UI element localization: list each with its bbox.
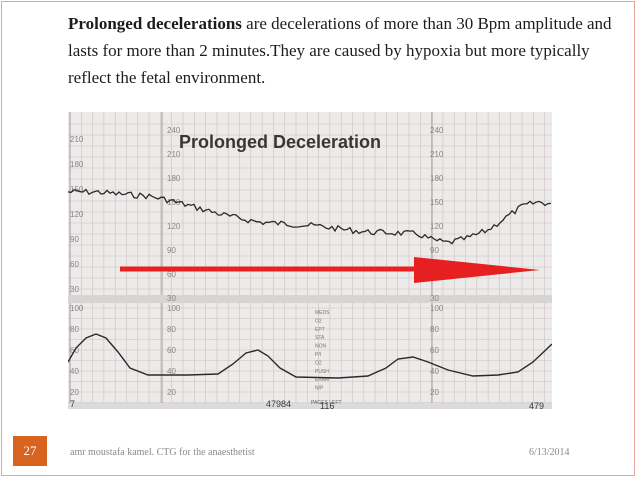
fhr-tick-label: 210 [167,150,181,159]
uc-tick-label: 80 [70,325,79,334]
uc-tick-label: 20 [70,388,79,397]
footer-author: amr moustafa kamel. CTG for the anaesthe… [70,447,255,458]
uc-tick-label: 80 [167,325,176,334]
legend-column: MEDS O2 EPT STA NON P/I O2 PUSH EXAM N/P [315,310,330,392]
highlight-term: Prolonged decelerations [68,14,242,33]
legend-row-label: NON [315,344,327,350]
uc-tick-label: 60 [430,346,439,355]
legend-row-label: N/P [315,386,324,392]
fhr-tick-label: 60 [70,260,79,269]
fhr-tick-label: 120 [70,210,84,219]
uc-tick-label: 20 [167,388,176,397]
uc-tick-label: 80 [430,325,439,334]
chart-grid [68,112,552,403]
fhr-tick-label: 30 [167,294,176,303]
uc-tick-label: 40 [167,367,176,376]
page-number-badge: 27 [13,436,47,466]
uc-tick-label: 100 [70,304,84,313]
fhr-tick-label: 210 [430,150,444,159]
fhr-tick-label: 180 [430,174,444,183]
ctg-strip-photo: Prolonged Deceleration 210 180 150 120 90 60 3… [68,112,552,409]
uc-tick-label: 60 [167,346,176,355]
fhr-tick-label: 90 [430,246,439,255]
uc-tick-label: 40 [430,367,439,376]
fhr-tick-label: 240 [430,126,444,135]
fhr-trace [68,188,552,245]
fhr-tick-label: 180 [167,174,181,183]
legend-row-label: EXAM [315,377,329,383]
strip-counter-1: 47984 [266,399,291,409]
pages-left-value: 116 [320,401,334,409]
paper-bottom [68,403,552,409]
paper-gap [68,295,552,303]
uc-paper [68,303,552,403]
fhr-tick-label: 240 [167,126,181,135]
legend-row-label: O2 [315,318,322,324]
legend-row-label: PUSH [315,369,329,375]
fhr-tick-label: 210 [70,135,84,144]
fhr-tick-label: 150 [430,198,444,207]
uc-tick-label: 100 [167,304,181,313]
uc-tick-label: 100 [430,304,444,313]
fhr-tick-label: 90 [167,246,176,255]
strip-counter-2: 479 [529,401,544,409]
fhr-tick-label: 30 [430,294,439,303]
uc-tick-label: 20 [430,388,439,397]
legend-row-label: EPT [315,327,325,333]
body-sentence: are decelerations of more than 30 Bpm am… [68,14,612,87]
fhr-tick-label: 120 [430,222,444,231]
uc-trace [68,333,552,379]
pages-left-label: PAGES LEFT [311,400,341,406]
legend-row-label: MEDS [315,310,330,316]
legend-row-label: P/I [315,352,321,358]
uc-tick-label: 40 [70,367,79,376]
strip-left-number: 7 [70,399,75,409]
legend-row-label: O2 [315,360,322,366]
footer-date: 6/13/2014 [529,447,570,458]
fhr-tick-label: 60 [167,270,176,279]
fhr-tick-label: 180 [70,160,84,169]
fhr-tick-label: 150 [167,198,181,207]
fhr-tick-label: 150 [70,185,84,194]
fhr-tick-label: 30 [70,285,79,294]
fhr-tick-label: 120 [167,222,181,231]
ctg-caption: Prolonged Deceleration [179,132,381,152]
slide-body-text: Prolonged decelerations are deceleration… [68,10,623,91]
duration-arrow-head [414,257,540,283]
fhr-tick-label: 90 [70,235,79,244]
legend-row-label: STA [315,335,325,341]
